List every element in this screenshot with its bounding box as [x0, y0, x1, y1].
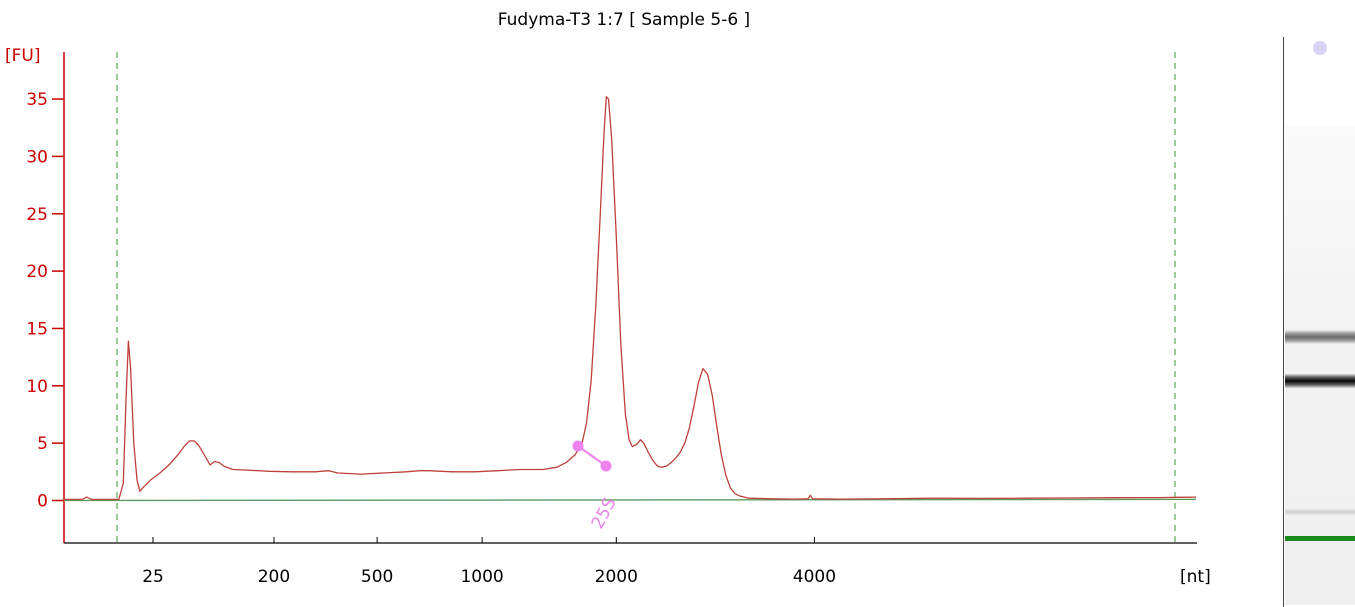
x-tick-label: 200 [258, 567, 290, 587]
y-axis-ticks: 0 5 10 15 20 25 30 35 [26, 90, 64, 512]
y-tick-label: 10 [26, 377, 48, 397]
marker-spot-icon [1313, 41, 1327, 55]
y-tick-label: 5 [37, 434, 48, 454]
peak-annotation-connector [577, 445, 607, 467]
y-tick-label: 20 [26, 262, 48, 282]
gel-lane [1285, 125, 1355, 605]
x-tick-label: 500 [361, 567, 393, 587]
baseline-line [63, 498, 1197, 502]
series-layer [63, 96, 1197, 502]
x-tick-label: 1000 [460, 567, 503, 587]
gel-image-panel [1283, 37, 1355, 607]
gel-band-18s [1285, 330, 1355, 344]
gel-band-28s [1285, 374, 1355, 388]
fluorescence-trace [64, 96, 1197, 501]
y-tick-label: 25 [26, 205, 48, 225]
y-axis-label: [FU] [5, 46, 41, 66]
y-tick-label: 35 [26, 90, 48, 110]
chart-title: Fudyma-T3 1:7 [ Sample 5-6 ] [498, 10, 750, 30]
x-axis-label: [nt] [1180, 567, 1211, 587]
y-tick-label: 0 [37, 492, 48, 512]
y-tick-label: 15 [26, 319, 48, 339]
peak-end-marker [600, 460, 612, 472]
x-tick-label: 2000 [595, 567, 638, 587]
x-axis-ticks: 25 200 500 1000 2000 4000 [142, 537, 836, 587]
x-tick-label: 4000 [793, 567, 836, 587]
gel-marker-band [1285, 536, 1355, 541]
x-tick-label: 25 [142, 567, 164, 587]
peak-start-marker [572, 440, 584, 452]
gel-band-lower [1285, 508, 1355, 516]
peak-annotation: 25S [572, 440, 621, 532]
y-tick-label: 30 [26, 147, 48, 167]
